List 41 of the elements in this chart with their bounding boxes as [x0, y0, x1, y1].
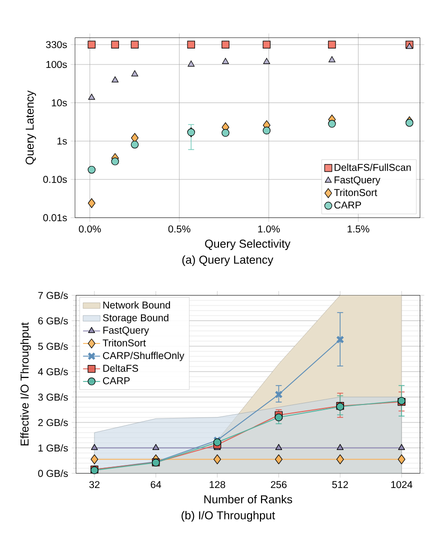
x-tick-label: 512 [332, 481, 348, 488]
y-tick-label: 0 GB/s [38, 470, 68, 477]
legend-label: CARP [334, 201, 362, 209]
legend-label: DeltaFS [103, 364, 138, 372]
y-tick-label: 2 GB/s [38, 418, 68, 426]
y-tick-label: 7 GB/s [38, 292, 68, 299]
legend-label: Network Bound [103, 301, 170, 309]
y-tick-label: 0.10s [43, 176, 67, 183]
y-tick-label: 6 GB/s [38, 317, 68, 324]
legend-label: TritonSort [334, 188, 378, 196]
x-tick-label: 256 [270, 481, 287, 488]
y-tick-label: 4 GB/s [38, 368, 68, 376]
y-axis-title: Query Latency [26, 90, 36, 164]
x-axis-title: Number of Ranks [204, 494, 292, 504]
y-tick-label: 3 GB/s [38, 393, 68, 401]
legend-label: DeltaFS/FullScan [334, 164, 411, 171]
x-tick-label: 1.0% [258, 225, 280, 233]
text: (a) Query Latency [182, 255, 274, 266]
x-tick-label: 32 [89, 481, 100, 488]
legend-label: Storage Bound [102, 314, 168, 324]
x-axis-title: Query Selectivity [205, 239, 290, 250]
x-tick-label: 0.5% [168, 225, 190, 233]
y-tick-label: 10s [52, 99, 67, 106]
x-tick-label: 64 [150, 481, 162, 488]
legend-label: CARP [103, 377, 130, 384]
legend-label: TritonSort [102, 339, 146, 346]
y-tick-label: 1 GB/s [38, 444, 68, 452]
x-tick-label: 0.0% [78, 225, 101, 233]
legend-label: FastQuery [103, 326, 150, 336]
x-tick-label: 1024 [391, 481, 412, 488]
legend-label: CARP/ShuffleOnly [103, 352, 184, 362]
text: (b) I/O Throughput [182, 510, 276, 522]
x-tick-label: 128 [210, 481, 226, 488]
y-tick-label: 0.01s [43, 214, 67, 222]
y-axis-title: Effective I/O Throughput [20, 322, 31, 446]
y-tick-label: 330s [46, 41, 67, 48]
y-tick-label: 5 GB/s [38, 342, 68, 350]
y-tick-label: 100s [46, 60, 67, 68]
y-tick-label: 1s [57, 138, 67, 145]
x-tick-label: 1.5% [348, 225, 370, 232]
legend-label: FastQuery [334, 176, 380, 186]
